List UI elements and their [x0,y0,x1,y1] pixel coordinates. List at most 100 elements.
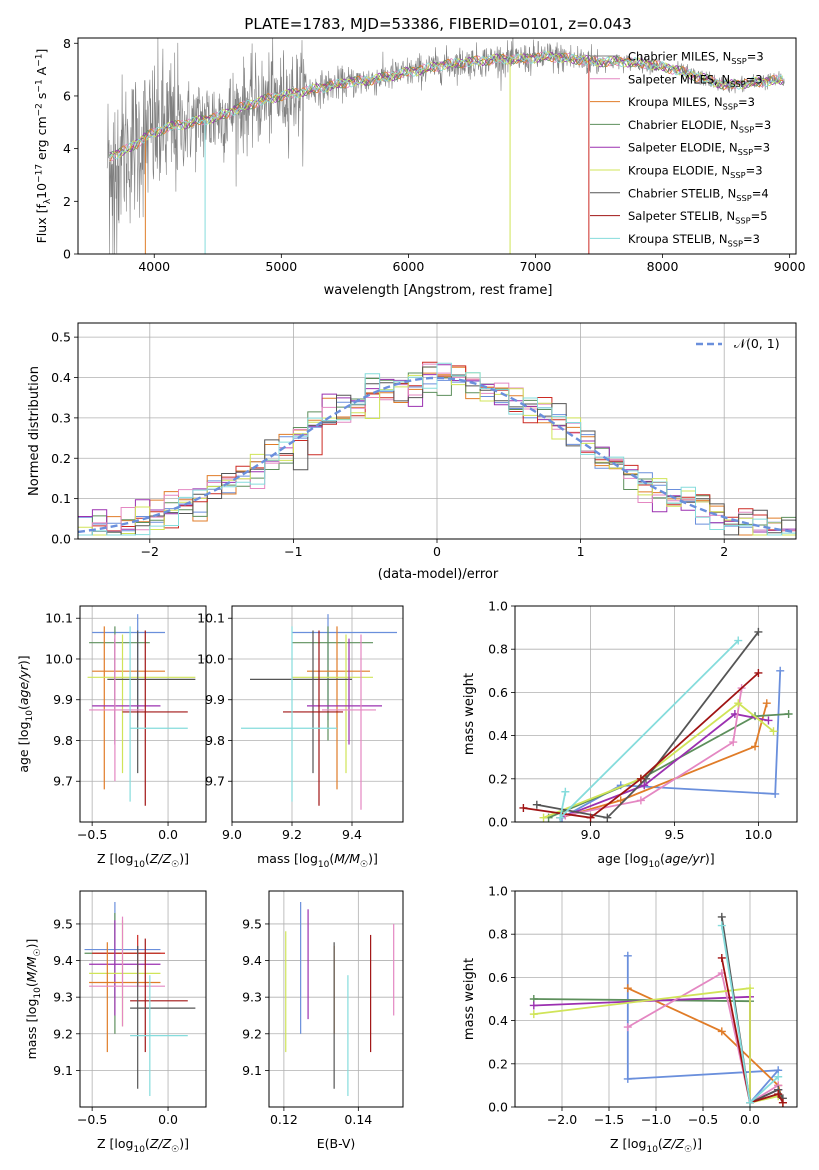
weight-marker [623,951,632,960]
x-tick-label: 0.14 [344,1112,372,1127]
weight-marker [529,1010,538,1019]
weight-marker [556,813,565,822]
weight-line [543,702,775,819]
errorbar-point [89,634,144,782]
legend-label: Kroupa ELODIE, NSSP=3 [628,164,763,180]
legend-label: Salpeter ELODIE, NSSP=3 [628,141,770,157]
y-tick-label: 9.1 [242,1063,262,1078]
weight-marker [762,699,771,708]
x-tick-label: −1.5 [594,1112,624,1127]
weight-series [519,668,763,822]
weight-line [627,971,779,1105]
axes-age-weight: 9.0 9.5 10.0 0.0 0.2 0.4 0.6 0.8 1.0 [488,599,798,842]
y-tick-label: 2 [63,194,71,209]
x-tick-label: −2 [141,544,159,559]
weight-marker [586,813,595,822]
errorbar-point [130,945,196,1089]
weight-line [523,672,760,819]
errorbar-point [292,614,397,721]
y-tick-label: 4 [63,141,71,156]
y-tick-label: 0.5 [51,330,71,345]
weight-marker [717,912,726,921]
z-xlabel: Z [log10(Z/Z☉)] [97,851,189,870]
weight-marker [729,738,738,747]
weight-marker [769,727,778,736]
x-tick-label: 8000 [647,259,679,274]
y-tick-label: 0.0 [488,815,508,830]
plot-area [515,606,797,822]
weight-line [565,687,743,817]
weight-line [626,955,781,1104]
residual-ylabel: Normed distribution [27,366,42,496]
normal-curve [78,376,796,534]
weight-series [532,627,763,822]
y-tick-label: 0.8 [488,642,508,657]
weight-marker [764,716,773,725]
y-tick-label: 0.6 [488,970,508,985]
weight-marker [561,787,570,796]
errorbar-point [107,630,196,774]
spectrum-legend: Chabrier MILES, NSSP=3 Salpeter MILES, NS… [590,50,771,248]
x-tick-label: −0.5 [77,1112,107,1127]
plot-area [232,606,403,822]
weight-series [717,921,783,1107]
weight-ylabel: mass weight [462,958,477,1040]
y-tick-label: 9.9 [53,692,73,707]
weight-marker [746,984,754,993]
errorbar-point [89,626,150,741]
y-tick-label: 0.0 [488,1100,508,1115]
plot-area [106,38,785,254]
axes-frame [268,890,404,1108]
y-tick-label: 9.4 [53,953,73,968]
weight-marker [751,742,760,751]
x-tick-label: −2.0 [547,1112,577,1127]
y-tick-label: 9.3 [242,990,262,1005]
y-tick-label: 0 [63,247,71,262]
y-tick-label: 9.5 [242,916,262,931]
axes-mass-age: 9.0 9.2 9.4 9.7 9.8 9.9 10.0 10.1 [197,605,404,842]
y-tick-label: 0.2 [488,771,508,786]
x-tick-label: 9.0 [222,827,242,842]
legend-label: Salpeter STELIB, NSSP=5 [628,209,768,225]
weight-line [533,987,779,1104]
weight-marker [529,1001,538,1010]
plot-area [80,891,206,1107]
age-xlabel: age [log10(age/yr)] [597,851,714,870]
x-tick-label: 0.0 [158,827,178,842]
errorbar-point [250,630,352,774]
x-tick-label: −1.0 [641,1112,671,1127]
x-tick-label: 0.0 [158,1112,178,1127]
z-xlabel: Z [log10(Z/Z☉)] [610,1136,702,1155]
y-tick-label: 9.4 [242,953,262,968]
y-tick-label: 9.8 [53,733,73,748]
plot-area [269,891,403,1107]
weight-series [556,636,743,822]
errorbar-point [129,626,188,802]
axes-frame [79,605,207,823]
weight-ylabel: mass weight [462,673,477,755]
weight-marker [640,781,649,790]
x-tick-label: −0.5 [688,1112,718,1127]
x-tick-label: 4000 [138,259,170,274]
weight-line [560,702,768,819]
y-tick-label: 10.0 [45,651,73,666]
x-tick-label: −1 [284,544,302,559]
weight-line [720,957,784,1104]
weight-marker [778,1098,787,1107]
axes-Z-mass: −0.5 0.0 9.1 9.2 9.3 9.4 9.5 [53,890,207,1127]
weight-marker [776,666,785,675]
spectrum-title: PLATE=1783, MJD=53386, FIBERID=0101, z=0… [244,15,631,33]
y-tick-label: 8 [63,36,71,51]
errorbar-point [292,626,373,741]
errorbar-point [130,938,188,1053]
mass-xlabel: mass [log10(M/M☉)] [257,851,378,870]
x-tick-label: 9.4 [342,827,362,842]
weight-marker [623,984,632,993]
spectrum-xlabel: wavelength [Angstrom, rest frame] [324,283,553,298]
spectrum-model-line [109,51,784,160]
axes-Z-weight: −2.0 −1.5 −1.0 −0.5 0.0 0.0 0.2 0.4 0.6 0.8 1.0 [488,884,798,1127]
weight-marker [636,774,645,783]
x-tick-label: 1 [577,544,585,559]
x-tick-label: 5000 [265,259,297,274]
weight-marker [539,813,548,822]
